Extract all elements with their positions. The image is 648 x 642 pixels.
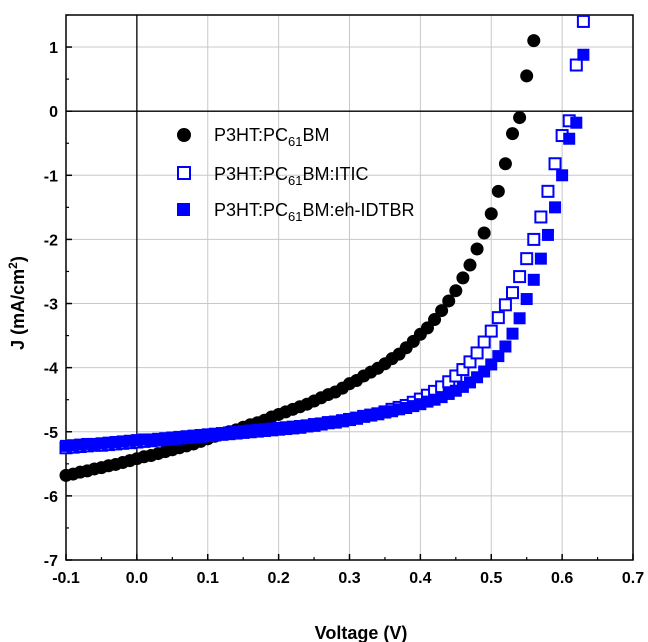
legend-item: P3HT:PC61BM:ITIC (177, 164, 369, 188)
data-point (534, 252, 547, 265)
data-point (527, 232, 541, 246)
x-tick-label: 0.1 (197, 570, 219, 587)
data-point (492, 350, 505, 363)
data-point (556, 169, 569, 182)
data-point (470, 346, 484, 360)
data-point (498, 157, 512, 171)
data-point (491, 311, 505, 325)
legend-label: P3HT:PC61BM:eh-IDTBR (214, 200, 415, 224)
series-2 (60, 48, 590, 452)
legend-label: P3HT:PC61BM (214, 125, 330, 149)
legend-label: P3HT:PC61BM:ITIC (214, 164, 369, 188)
y-tick-label: -2 (44, 232, 58, 249)
data-point (570, 116, 583, 129)
y-tick-label: -4 (44, 361, 58, 378)
data-point (569, 58, 583, 72)
x-tick-label: 0.6 (551, 570, 573, 587)
data-markers (59, 14, 590, 482)
data-point (499, 340, 512, 353)
y-tick-label: -5 (44, 425, 58, 442)
legend-item: P3HT:PC61BM (177, 125, 330, 149)
data-point (435, 304, 449, 318)
x-tick-label: 0.7 (622, 570, 644, 587)
zero-lines (66, 15, 633, 560)
y-tick-label: 0 (49, 104, 58, 121)
tick-labels: -0.1 0.0 0.1 0.2 0.3 0.4 0.5 0.6 0.7 -7 -6 -5 -4 -3 -2… (44, 40, 644, 587)
legend: P3HT:PC61BM P3HT:PC61BM:ITIC P3HT:PC61BM… (177, 125, 415, 224)
data-point (484, 207, 498, 221)
y-axis-title: J (mA/cm2) (6, 256, 28, 350)
data-point (513, 312, 526, 325)
data-point (442, 294, 456, 308)
data-point (520, 252, 534, 266)
data-point (576, 14, 590, 28)
axis-ticks (65, 14, 634, 561)
y-tick-label: -1 (44, 168, 58, 185)
data-point (251, 423, 264, 436)
data-point (541, 228, 554, 241)
data-point (456, 363, 470, 377)
data-point (577, 48, 590, 61)
x-tick-label: 0.2 (268, 570, 290, 587)
data-point (549, 201, 562, 214)
data-point (506, 327, 519, 340)
data-point (491, 184, 505, 198)
x-tick-label: -0.1 (52, 570, 80, 587)
data-point (513, 111, 527, 125)
legend-marker-filled-square (177, 203, 190, 216)
legend-marker-open-square (177, 166, 191, 180)
data-point (477, 335, 491, 349)
x-tick-label: 0.4 (409, 570, 431, 587)
data-point (541, 184, 555, 198)
y-tick-label: 1 (49, 40, 58, 57)
data-point (449, 284, 463, 298)
data-point (527, 34, 541, 48)
data-point (498, 298, 512, 312)
legend-marker-filled-circle (177, 128, 191, 142)
data-point (520, 69, 534, 83)
x-tick-label: 0.5 (480, 570, 502, 587)
data-point (548, 157, 562, 171)
x-tick-label: 0.3 (338, 570, 360, 587)
data-point (520, 293, 533, 306)
data-point (456, 271, 470, 285)
data-point (463, 355, 477, 369)
data-point (534, 210, 548, 224)
data-point (513, 270, 527, 284)
data-point (506, 127, 520, 141)
legend-item: P3HT:PC61BM:eh-IDTBR (177, 200, 415, 224)
data-point (563, 132, 576, 145)
data-point (428, 313, 442, 327)
x-tick-label: 0.0 (126, 570, 148, 587)
data-point (463, 258, 477, 272)
x-axis-title: Voltage (V) (315, 623, 408, 642)
data-point (477, 226, 491, 240)
data-point (484, 324, 498, 338)
y-tick-label: -3 (44, 297, 58, 314)
data-point (470, 242, 484, 256)
data-point (527, 273, 540, 286)
data-point (506, 286, 520, 300)
y-tick-label: -6 (44, 489, 58, 506)
y-tick-label: -7 (44, 553, 58, 570)
